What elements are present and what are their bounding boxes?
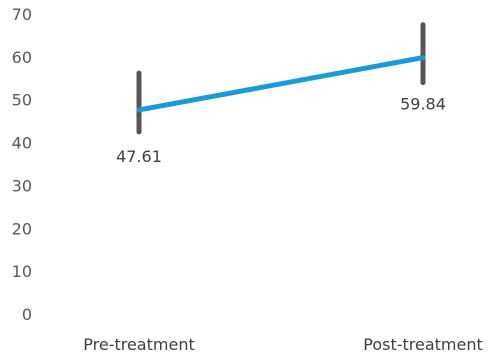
data-labels: 47.61 59.84	[116, 95, 446, 166]
y-tick-label: 0	[22, 305, 32, 324]
error-bars	[136, 22, 426, 135]
y-tick-label: 20	[12, 219, 32, 238]
y-axis-ticks: 0 10 20 30 40 50 60 70	[12, 5, 32, 324]
y-tick-label: 70	[12, 5, 32, 24]
y-tick-label: 50	[12, 91, 32, 110]
x-category-label: Post-treatment	[363, 335, 483, 354]
series-lines	[136, 55, 426, 113]
data-label: 47.61	[116, 147, 162, 166]
y-tick-label: 40	[12, 134, 32, 153]
y-tick-label: 30	[12, 176, 32, 195]
x-axis-categories: Pre-treatment Post-treatment	[83, 335, 483, 354]
series-line	[136, 55, 426, 113]
x-category-label: Pre-treatment	[83, 335, 194, 354]
y-tick-label: 60	[12, 48, 32, 67]
y-tick-label: 10	[12, 262, 32, 281]
data-label: 59.84	[400, 95, 446, 114]
